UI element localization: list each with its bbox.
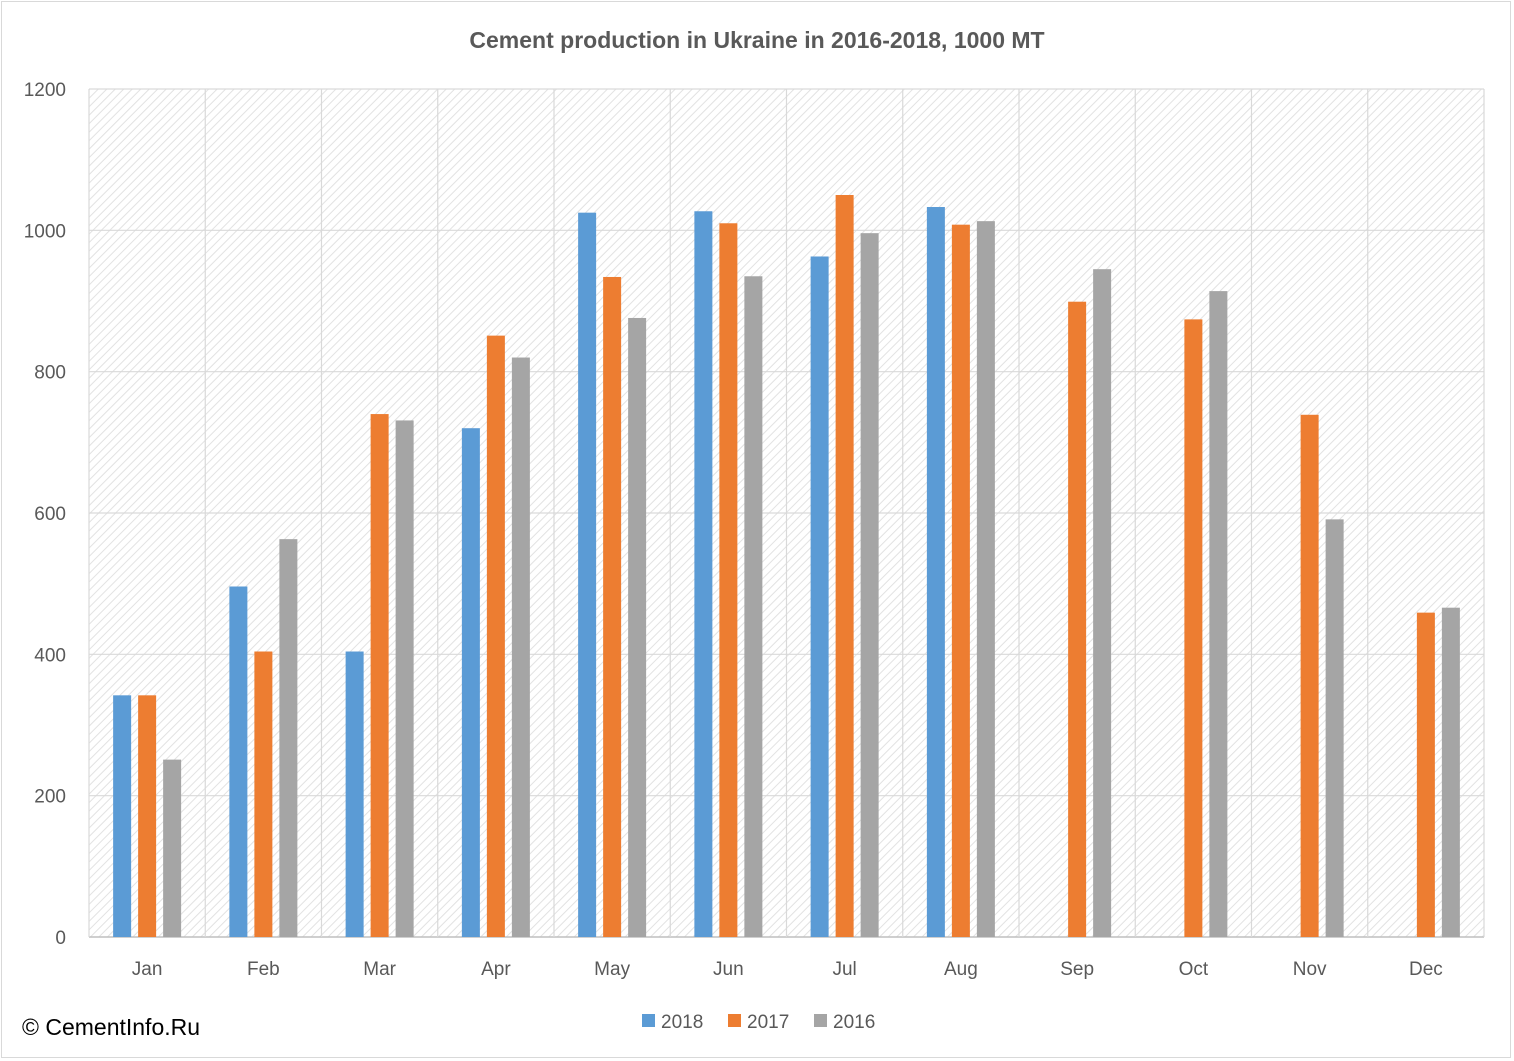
x-tick-label: Sep [1060,959,1094,980]
x-tick-label: May [594,959,630,980]
bar-2016-sep [1093,269,1112,937]
bar-2018-jun [694,211,713,938]
bar-2016-mar [395,420,414,938]
bar-2017-feb [254,651,273,937]
bar-2017-jun [719,223,738,937]
bar-2016-jul [860,233,879,937]
bar-2018-aug [926,207,945,938]
y-tick-label: 400 [34,645,66,666]
legend: 2018 2017 2016 [642,1012,875,1033]
x-tick-label: Oct [1179,959,1209,980]
bar-2018-may [578,212,597,937]
x-tick-label: Jan [132,959,163,980]
bar-2017-jan [138,695,157,937]
bar-2018-mar [345,651,364,937]
x-tick-label: Mar [363,959,396,980]
bar-2016-jun [744,276,763,937]
y-tick-label: 0 [55,928,66,949]
bar-2017-mar [370,414,389,938]
x-tick-label: Nov [1293,959,1327,980]
gridlines [88,88,1485,938]
bar-2017-may [603,276,622,937]
y-tick-label: 200 [34,787,66,808]
bar-2016-jan [163,759,182,937]
watermark-text: © CementInfo.Ru [22,1014,201,1040]
legend-swatch-2017 [728,1014,741,1027]
bar-2016-apr [511,357,530,937]
bar-2016-feb [279,539,298,937]
x-axis-ticks: Jan Feb Mar Apr May Jun Jul Aug Sep Oct Nov Dec [132,959,1443,980]
bar-2017-apr [486,335,505,937]
bar-2016-oct [1209,291,1228,937]
bar-2016-dec [1441,607,1460,937]
x-tick-label: Aug [944,959,978,980]
legend-swatch-2016 [814,1014,827,1027]
bar-2018-apr [461,428,480,937]
bar-2016-may [628,317,647,938]
y-axis-ticks: 0 200 400 600 800 1000 1200 [24,80,66,949]
bar-2018-jan [113,695,132,937]
x-tick-label: Feb [247,959,280,980]
bar-2017-jul [835,195,854,937]
y-tick-label: 800 [34,363,66,384]
x-tick-label: Apr [481,959,511,980]
bar-2016-aug [976,221,995,937]
legend-label-2018: 2018 [661,1012,703,1033]
bar-2018-jul [810,256,829,938]
x-tick-label: Dec [1409,959,1443,980]
bar-2017-aug [951,224,970,937]
y-tick-label: 1000 [24,221,66,242]
y-tick-label: 1200 [24,80,66,101]
legend-swatch-2018 [642,1014,655,1027]
x-tick-label: Jun [713,959,744,980]
bars [113,195,1460,938]
x-tick-label: Jul [832,959,856,980]
legend-label-2017: 2017 [747,1012,789,1033]
bar-2018-feb [229,586,248,937]
chart-title: Cement production in Ukraine in 2016-201… [469,27,1044,53]
bar-2016-nov [1325,519,1344,937]
bar-2017-sep [1068,301,1087,937]
y-tick-label: 600 [34,504,66,525]
bar-2017-oct [1184,319,1203,938]
legend-label-2016: 2016 [833,1012,875,1033]
bar-2017-dec [1416,612,1435,937]
bar-2017-nov [1300,414,1319,938]
